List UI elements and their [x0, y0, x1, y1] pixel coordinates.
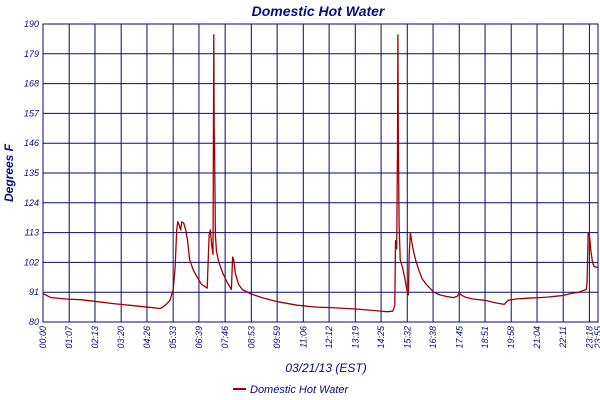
x-tick-label: 00:00 — [38, 326, 48, 349]
x-tick-label: 11:06 — [298, 326, 308, 348]
x-tick-label: 02:13 — [90, 326, 100, 349]
x-tick-label: 01:07 — [64, 325, 74, 349]
y-tick-label: 80 — [29, 317, 39, 327]
x-tick-label: 08:53 — [246, 326, 256, 349]
x-tick-label: 03:20 — [116, 326, 126, 349]
chart-title: Domestic Hot Water — [252, 3, 386, 19]
x-tick-label: 21:04 — [532, 326, 542, 350]
x-tick-label: 13:19 — [350, 326, 360, 349]
y-tick-label: 179 — [24, 49, 39, 59]
x-tick-label: 23:18 — [584, 326, 594, 350]
x-tick-label: 05:33 — [168, 326, 178, 349]
x-tick-label: 16:38 — [428, 326, 438, 349]
y-axis-label: Degrees F — [2, 143, 16, 202]
x-tick-label: 12:12 — [324, 326, 334, 349]
x-axis-ticks: 00:00 01:07 02:13 03:20 04:26 05:33 06:39 07:46… — [38, 325, 600, 350]
y-axis-ticks: 80 91 102 113 124 135 146 157 168 179 190 — [24, 19, 40, 327]
legend: Domestic Hot Water — [233, 384, 350, 396]
x-tick-label: 15:32 — [402, 326, 412, 349]
x-axis-label: 03/21/13 (EST) — [285, 361, 366, 375]
x-tick-label: 09:59 — [272, 326, 282, 349]
plot-frame — [42, 23, 599, 323]
y-tick-label: 113 — [25, 228, 39, 238]
x-tick-label: 04:26 — [142, 326, 152, 349]
y-tick-label: 190 — [24, 19, 39, 29]
x-tick-label: 18:51 — [480, 326, 490, 349]
x-tick-label: 06:39 — [194, 326, 204, 349]
legend-label: Domestic Hot Water — [250, 384, 350, 396]
x-tick-label: 17:45 — [454, 325, 464, 349]
x-tick-label: 22:11 — [558, 326, 568, 349]
grid — [42, 23, 599, 323]
y-tick-label: 168 — [24, 79, 39, 89]
series-layer — [42, 34, 599, 313]
y-tick-label: 135 — [24, 168, 40, 178]
series-line-domestic-hot-water — [42, 34, 599, 313]
x-tick-label: 19:58 — [506, 326, 516, 349]
y-tick-label: 91 — [29, 287, 39, 297]
y-tick-label: 157 — [24, 108, 40, 118]
x-tick-label: 23:55 — [593, 325, 600, 350]
x-tick-label: 14:25 — [376, 325, 386, 349]
y-tick-label: 102 — [24, 257, 39, 267]
x-tick-label: 07:46 — [220, 326, 230, 349]
y-tick-label: 146 — [24, 138, 39, 148]
y-tick-label: 124 — [24, 198, 39, 208]
